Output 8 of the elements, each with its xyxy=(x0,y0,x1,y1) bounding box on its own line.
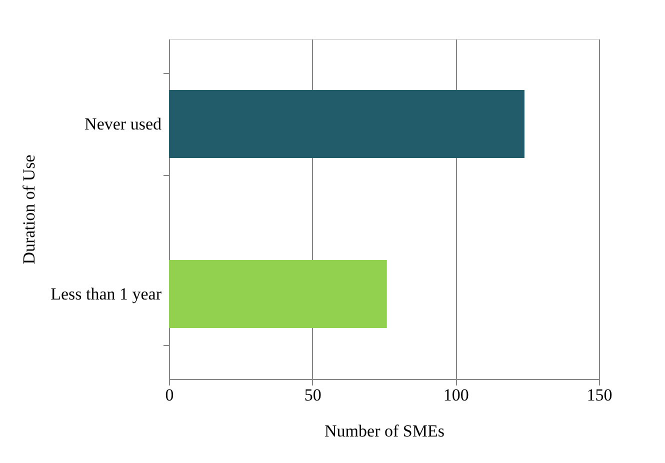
x-tick-label: 50 xyxy=(304,386,322,404)
x-tick-label: 0 xyxy=(165,386,174,404)
y-tick-label: Never used xyxy=(84,114,162,134)
y-tick-label: Less than 1 year xyxy=(50,284,162,304)
x-axis-title: Number of SMEs xyxy=(324,422,444,440)
x-tick-label: 150 xyxy=(586,386,612,404)
y-axis-title: Duration of Use xyxy=(20,154,39,264)
x-tick-label: 100 xyxy=(443,386,469,404)
